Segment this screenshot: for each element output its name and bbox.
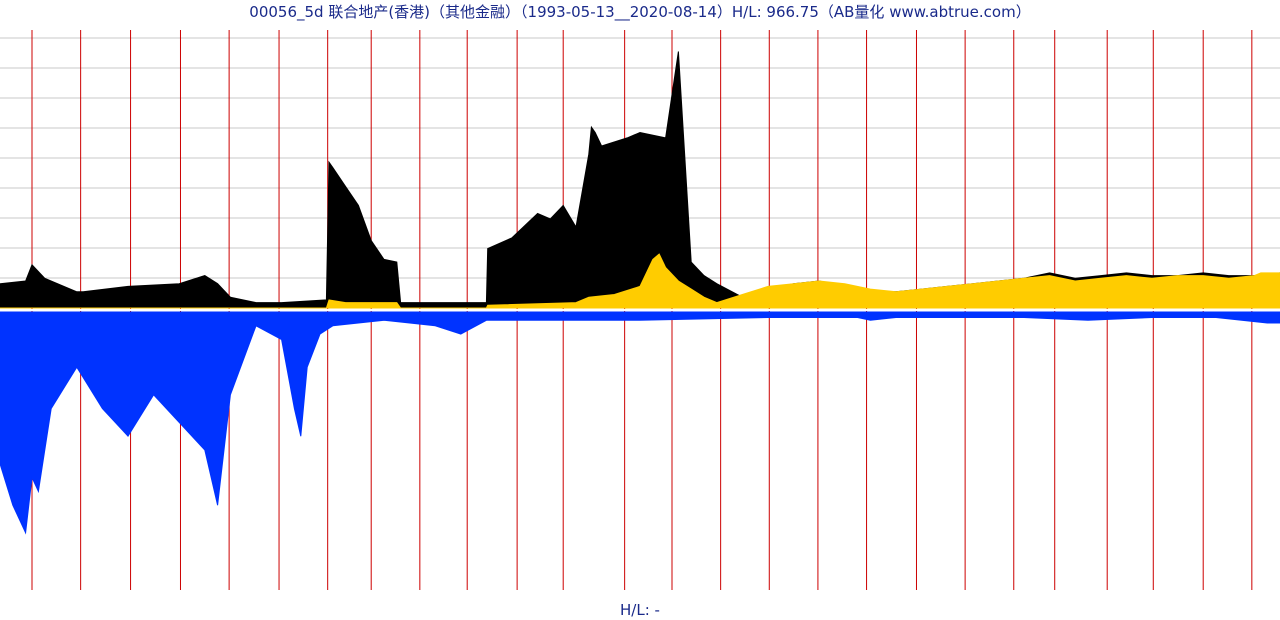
series-upper-area xyxy=(0,51,1280,309)
chart-title: 00056_5d 联合地产(香港)（其他金融）（1993-05-13__2020… xyxy=(249,3,1031,21)
series-volume-area xyxy=(0,311,1280,535)
series-lower-area xyxy=(0,253,1280,309)
chart-footer-label: H/L: - xyxy=(620,601,660,619)
